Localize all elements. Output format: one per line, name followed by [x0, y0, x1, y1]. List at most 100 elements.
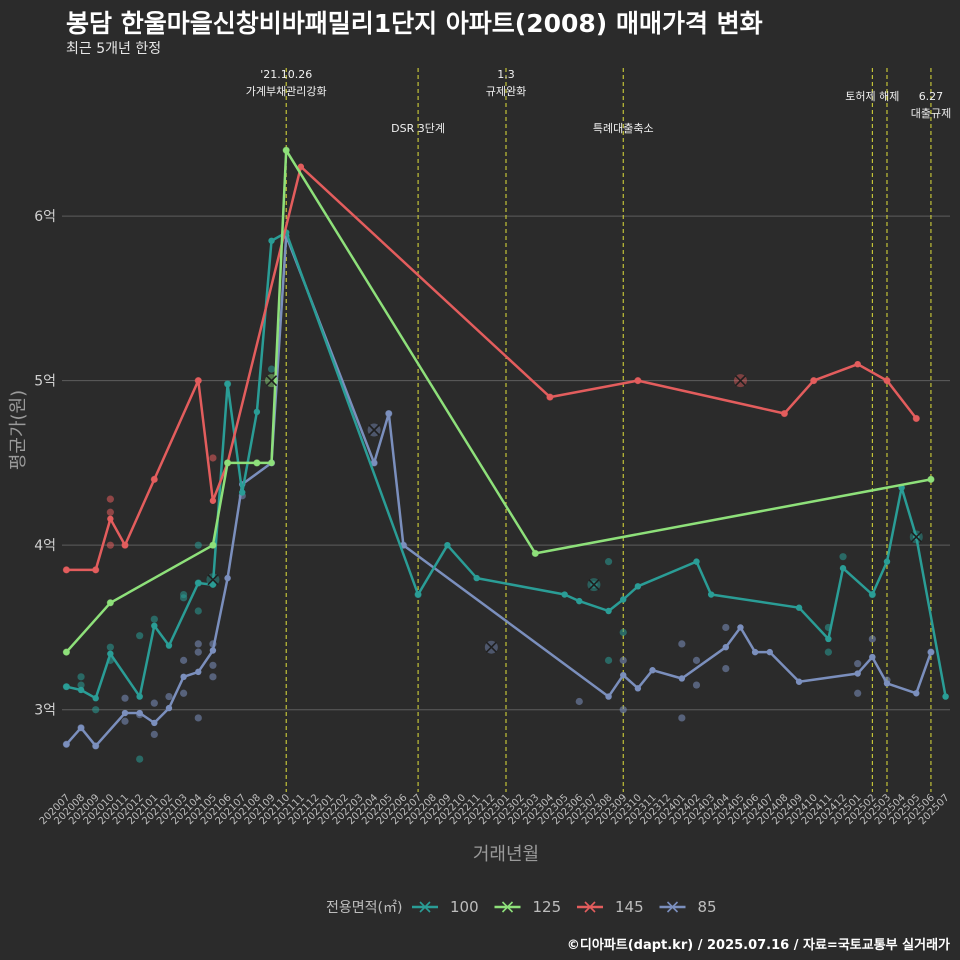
y-axis-title: 평균가(원)	[8, 390, 29, 470]
series-line	[66, 231, 947, 700]
chart-subtitle: 최근 5개년 한정	[66, 41, 162, 57]
line-point	[77, 686, 85, 694]
line-point	[634, 377, 642, 384]
line-point	[165, 642, 173, 649]
y-tick-label: 6억	[34, 209, 56, 225]
line-point	[151, 719, 158, 727]
cancelled-mark	[910, 531, 922, 543]
line-point	[77, 724, 85, 732]
line-point	[180, 673, 187, 681]
line-point	[239, 489, 246, 496]
data-point	[194, 541, 202, 549]
series-line	[66, 165, 918, 572]
line-point	[209, 581, 217, 588]
line-point	[92, 695, 99, 702]
data-point	[136, 755, 144, 763]
line-point	[209, 541, 217, 549]
line-point	[707, 591, 715, 598]
event-label: 1.3	[497, 68, 515, 81]
chart-title: 봉담 한울마을신창비바패밀리1단지 아파트(2008) 매매가격 변화	[66, 9, 763, 38]
line-point	[385, 410, 392, 417]
line-point	[63, 741, 70, 748]
y-tick-label: 5억	[34, 374, 56, 390]
cancelled-mark	[588, 579, 600, 591]
data-point	[209, 454, 217, 462]
cancelled-mark	[265, 375, 278, 387]
data-point	[106, 541, 114, 549]
line-point	[825, 635, 832, 643]
line-point	[649, 667, 656, 674]
legend-marker	[584, 901, 596, 913]
line-point	[722, 644, 730, 651]
line-point	[253, 408, 261, 416]
line-point	[605, 693, 612, 700]
line-point	[121, 541, 129, 549]
cancelled-mark	[368, 424, 380, 436]
legend-marker	[501, 901, 514, 913]
line-point	[370, 459, 378, 467]
line-point	[781, 410, 788, 417]
line-point	[854, 670, 861, 677]
line-point	[92, 742, 99, 750]
data-point	[180, 590, 188, 599]
line-point	[576, 597, 583, 605]
data-point	[678, 714, 686, 722]
data-point	[106, 643, 114, 651]
event-label: DSR 3단계	[391, 122, 445, 135]
data-point	[121, 717, 129, 725]
line-point	[297, 163, 305, 170]
line-point	[810, 377, 817, 384]
line-point	[913, 690, 920, 697]
line-point	[869, 653, 876, 661]
line-point	[693, 558, 700, 565]
legend-label: 125	[533, 898, 562, 916]
line-point	[561, 591, 568, 598]
line-point	[195, 377, 202, 384]
line-point	[107, 650, 114, 657]
data-point	[194, 640, 202, 648]
data-point	[150, 615, 158, 623]
data-point	[619, 656, 627, 664]
line-point	[913, 415, 920, 422]
data-point	[604, 558, 613, 566]
line-point	[883, 377, 891, 384]
data-point	[150, 730, 158, 739]
line-point	[605, 607, 612, 615]
data-point	[722, 664, 730, 673]
line-point	[766, 648, 773, 656]
data-point	[150, 699, 158, 707]
line-point	[268, 459, 275, 467]
line-point	[620, 671, 627, 679]
event-label: 규제완화	[486, 85, 526, 98]
line-point	[634, 583, 642, 590]
line-point	[224, 380, 231, 388]
line-point	[795, 604, 803, 611]
line-point	[927, 648, 935, 656]
line-point	[195, 668, 202, 676]
line-point	[224, 459, 231, 467]
data-point	[92, 706, 100, 714]
data-point	[136, 632, 144, 640]
line-point	[751, 648, 759, 656]
line-point	[63, 683, 70, 690]
line-point	[136, 693, 143, 700]
data-point	[194, 714, 202, 722]
line-point	[195, 579, 202, 587]
line-point	[107, 515, 114, 523]
line-point	[927, 476, 935, 483]
line-point	[253, 459, 261, 467]
data-point	[722, 623, 730, 632]
line-point	[107, 599, 114, 606]
line-point	[839, 565, 847, 572]
line-point	[92, 566, 99, 574]
line-point	[883, 680, 891, 687]
event-label: '21.10.26	[260, 68, 312, 81]
data-point	[692, 656, 701, 664]
line-point	[224, 574, 231, 582]
legend-label: 100	[450, 898, 479, 916]
data-point	[180, 656, 188, 664]
line-point	[268, 237, 275, 244]
line-point	[620, 596, 627, 603]
event-label: 대출규제	[911, 107, 951, 120]
data-point	[854, 689, 862, 697]
